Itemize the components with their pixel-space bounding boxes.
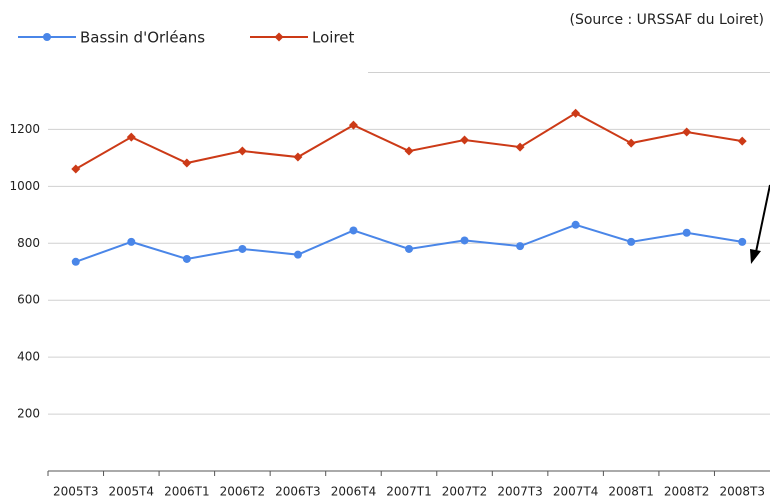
- x-tick-label: 2006T3: [275, 485, 321, 499]
- marker: [682, 127, 692, 137]
- x-tick-label: 2007T4: [553, 485, 599, 499]
- source-note: (Source : URSSAF du Loiret): [570, 12, 764, 28]
- marker: [571, 108, 581, 118]
- marker: [348, 120, 358, 130]
- y-tick-label: 400: [17, 350, 40, 364]
- x-tick-label: 2005T3: [53, 485, 99, 499]
- annotation-arrowhead: [750, 249, 761, 264]
- marker: [515, 142, 525, 152]
- x-tick-label: 2008T2: [664, 485, 710, 499]
- marker: [516, 242, 525, 251]
- marker: [349, 226, 358, 235]
- marker: [460, 135, 470, 145]
- marker: [405, 244, 413, 253]
- marker: [182, 158, 192, 168]
- legend: Bassin d'Orléans Loiret: [18, 29, 355, 47]
- marker: [71, 257, 80, 266]
- marker: [571, 220, 580, 229]
- marker: [293, 152, 303, 162]
- x-tick-label: 2005T4: [109, 485, 155, 499]
- x-tick-label: 2008T3: [719, 485, 765, 499]
- marker: [737, 136, 747, 146]
- x-tick-label: 2006T2: [220, 485, 266, 499]
- y-tick-label: 800: [17, 236, 40, 250]
- marker: [127, 237, 136, 246]
- plot: [71, 108, 747, 266]
- x-tick-label: 2007T2: [442, 485, 488, 499]
- marker: [71, 164, 81, 174]
- x-tick-label: 2007T1: [386, 485, 432, 499]
- x-tick-label: 2006T1: [164, 485, 210, 499]
- marker: [274, 32, 284, 42]
- marker: [43, 33, 51, 41]
- marker: [404, 146, 414, 156]
- x-tick-label: 2008T1: [608, 485, 654, 499]
- marker: [627, 237, 636, 246]
- y-tick-label: 1000: [9, 179, 40, 193]
- series-line: [75, 112, 743, 170]
- marker: [182, 254, 191, 263]
- x-tick-label: 2006T4: [331, 485, 377, 499]
- marker: [238, 244, 247, 253]
- x-tick-label: 2007T3: [497, 485, 543, 499]
- annotation-arrow: [755, 184, 770, 253]
- marker: [237, 146, 247, 156]
- marker: [738, 237, 747, 246]
- marker: [626, 138, 636, 148]
- grid: 2004006008001000120014002005T32005T42006…: [9, 65, 770, 499]
- legend-label: Bassin d'Orléans: [80, 29, 205, 47]
- marker: [126, 132, 136, 142]
- marker: [682, 228, 691, 237]
- marker: [293, 250, 302, 259]
- legend-label: Loiret: [312, 29, 355, 47]
- marker: [460, 236, 469, 245]
- y-tick-label: 1200: [9, 122, 40, 136]
- y-tick-label: 200: [17, 407, 40, 421]
- y-tick-label: 600: [17, 293, 40, 307]
